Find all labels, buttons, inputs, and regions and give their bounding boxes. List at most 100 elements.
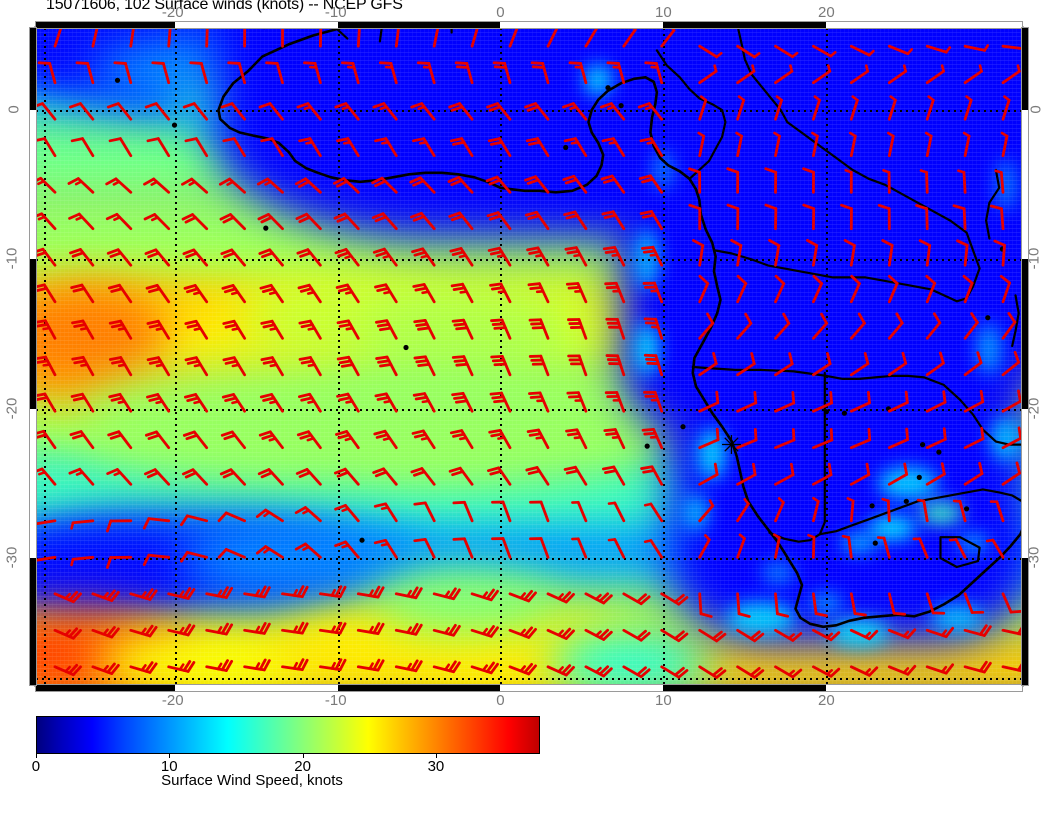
wind-barb bbox=[952, 204, 967, 231]
barb-stroke bbox=[737, 95, 745, 102]
wind-barb bbox=[145, 283, 171, 304]
wind-barb bbox=[774, 64, 794, 85]
barb-stroke bbox=[413, 538, 427, 543]
wind-barb bbox=[432, 660, 461, 674]
wind-barb bbox=[260, 319, 284, 340]
barb-stroke bbox=[451, 250, 465, 256]
wind-barb bbox=[698, 95, 708, 121]
barb-stroke bbox=[901, 351, 908, 365]
wind-barb bbox=[812, 462, 833, 486]
barb-stroke bbox=[36, 519, 57, 526]
barb-stroke bbox=[812, 500, 820, 523]
wind-barb bbox=[372, 102, 398, 121]
barb-stroke bbox=[774, 282, 786, 304]
wind-barb bbox=[925, 462, 946, 486]
barb-stroke bbox=[262, 622, 271, 635]
barb-stroke bbox=[889, 95, 897, 102]
barb-stroke bbox=[753, 632, 765, 643]
barb-stroke bbox=[412, 179, 425, 187]
barb-stroke bbox=[698, 362, 718, 377]
barb-stroke bbox=[812, 69, 832, 85]
wind-barb bbox=[916, 498, 929, 523]
barb-stroke bbox=[564, 629, 575, 640]
barb-stroke bbox=[497, 290, 507, 294]
wind-barb bbox=[256, 177, 284, 194]
barb-stroke bbox=[848, 131, 857, 138]
wind-barb bbox=[524, 102, 550, 121]
barb-stroke bbox=[102, 591, 109, 600]
barb-stroke bbox=[414, 286, 428, 292]
barb-stroke bbox=[448, 102, 462, 109]
barb-stroke bbox=[336, 470, 350, 478]
wind-barb bbox=[887, 628, 917, 640]
wind-barb bbox=[470, 661, 499, 675]
wind-barb bbox=[181, 177, 209, 194]
wind-barb bbox=[105, 177, 133, 194]
axis-segment bbox=[663, 685, 827, 691]
wind-barb bbox=[698, 351, 718, 377]
wind-barb bbox=[37, 61, 57, 85]
wind-barb bbox=[294, 506, 322, 523]
barb-stroke bbox=[751, 64, 756, 73]
barb-stroke bbox=[36, 283, 46, 289]
barb-stroke bbox=[70, 283, 84, 290]
barb-stroke bbox=[448, 211, 462, 218]
barb-stroke bbox=[736, 274, 748, 285]
barb-stroke bbox=[603, 178, 617, 184]
barb-stroke bbox=[189, 61, 203, 65]
wind-barb bbox=[432, 623, 461, 637]
barb-stroke bbox=[1001, 320, 1017, 340]
axis-tick-label: -10 bbox=[324, 4, 347, 21]
barb-stroke bbox=[594, 630, 602, 637]
barb-stroke bbox=[902, 630, 910, 638]
barb-stroke bbox=[394, 28, 401, 48]
barb-stroke bbox=[489, 662, 499, 675]
barb-stroke bbox=[255, 508, 268, 519]
barb-stroke bbox=[651, 325, 660, 329]
barb-stroke bbox=[932, 312, 942, 325]
barb-stroke bbox=[36, 467, 44, 475]
barb-stroke bbox=[220, 248, 234, 256]
wind-barb bbox=[1001, 389, 1022, 413]
wind-barb bbox=[849, 592, 867, 617]
wind-barb bbox=[807, 533, 816, 559]
barb-stroke bbox=[108, 392, 122, 399]
barb-stroke bbox=[925, 207, 929, 231]
wind-barb bbox=[529, 500, 550, 523]
barb-stroke bbox=[649, 539, 664, 559]
wind-barb bbox=[53, 590, 82, 604]
barb-stroke bbox=[110, 590, 120, 602]
wind-barb bbox=[451, 391, 474, 413]
barb-stroke bbox=[571, 501, 580, 504]
barb-stroke bbox=[299, 433, 313, 440]
barb-stroke bbox=[644, 394, 658, 398]
barb-stroke bbox=[962, 207, 967, 231]
barb-stroke bbox=[528, 354, 543, 358]
barb-stroke bbox=[42, 363, 51, 367]
barb-stroke bbox=[378, 61, 393, 65]
barb-stroke bbox=[180, 550, 189, 563]
barb-stroke bbox=[564, 592, 575, 604]
barb-stroke bbox=[605, 317, 619, 321]
wind-barb bbox=[298, 137, 322, 158]
barb-stroke bbox=[952, 499, 962, 503]
barb-stroke bbox=[186, 588, 196, 600]
wind-barb bbox=[726, 167, 740, 194]
wind-barb bbox=[258, 102, 284, 121]
wind-barb bbox=[736, 628, 765, 643]
barb-stroke bbox=[608, 140, 617, 145]
wind-barb bbox=[452, 537, 474, 559]
barb-stroke bbox=[307, 363, 316, 368]
wind-barb bbox=[70, 519, 95, 530]
barb-stroke bbox=[423, 501, 436, 523]
barb-stroke bbox=[787, 669, 795, 677]
wind-barb bbox=[106, 248, 133, 267]
barb-stroke bbox=[338, 323, 352, 328]
barb-stroke bbox=[519, 665, 526, 673]
barb-stroke bbox=[292, 661, 299, 670]
barb-stroke bbox=[421, 399, 430, 404]
barb-stroke bbox=[697, 131, 705, 138]
barb-stroke bbox=[643, 317, 658, 321]
wind-barb bbox=[296, 102, 322, 121]
barb-stroke bbox=[940, 665, 948, 674]
